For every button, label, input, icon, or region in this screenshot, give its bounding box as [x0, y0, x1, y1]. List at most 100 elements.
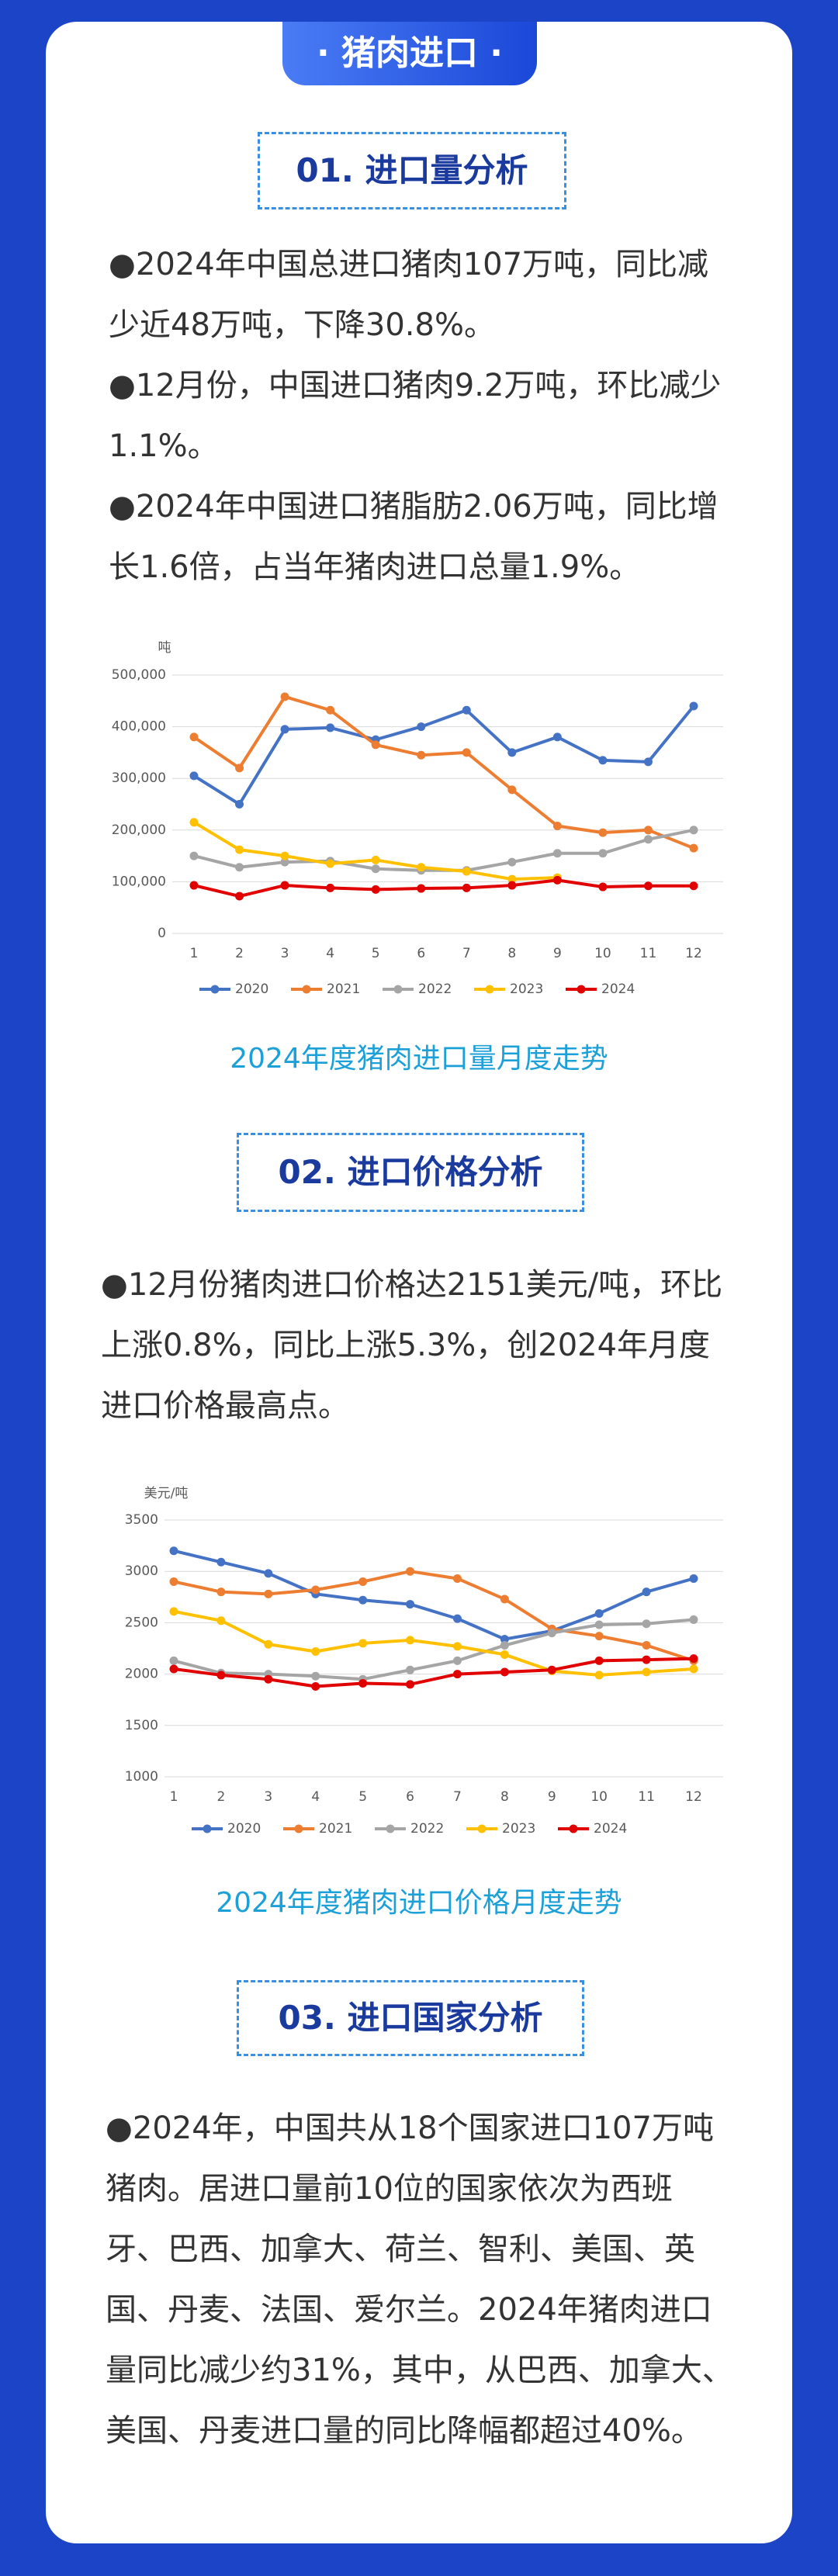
legend-marker [210, 985, 220, 994]
paragraphs: ●2024年中国总进口猪肉107万吨，同比减少近48万吨，下降30.8%。 ●1… [109, 234, 729, 597]
point [642, 1587, 651, 1597]
x-tick-label: 3 [264, 1789, 272, 1805]
x-tick-label: 9 [548, 1789, 556, 1805]
section-title: 01. 进口量分析 [258, 132, 566, 209]
point [594, 1608, 604, 1618]
point [235, 892, 244, 901]
point [642, 1655, 651, 1664]
point [326, 883, 335, 892]
point [642, 1667, 651, 1677]
y-tick-label: 2000 [125, 1667, 158, 1682]
point [642, 1619, 651, 1629]
legend-marker [294, 1824, 303, 1833]
legend-label: 2020 [227, 1821, 261, 1837]
x-tick-label: 8 [507, 946, 516, 961]
point [689, 881, 698, 891]
x-tick-label: 7 [453, 1789, 462, 1805]
legend-label: 2020 [235, 982, 268, 997]
paragraph: ●2024年，中国共从18个国家进口107万吨猪肉。居进口量前10位的国家依次为… [106, 2110, 733, 2449]
point [264, 1569, 273, 1578]
paragraph: ●2024年中国进口猪脂肪2.06万吨，同比增长1.6倍，占当年猪肉进口总量1.… [109, 489, 719, 585]
series-line [173, 1570, 694, 1663]
point [500, 1667, 509, 1677]
point [643, 826, 653, 835]
x-tick-label: 11 [638, 1789, 655, 1805]
point [689, 1664, 698, 1674]
point [280, 725, 289, 734]
point [598, 828, 608, 837]
point [216, 1616, 226, 1626]
point [406, 1636, 415, 1645]
point [452, 1574, 462, 1583]
chart-caption: 2024年度猪肉进口价格月度走势 [216, 1887, 622, 1919]
x-tick-label: 4 [311, 1789, 320, 1805]
point [689, 826, 698, 835]
point [311, 1671, 320, 1681]
legend-label: 2023 [510, 982, 543, 997]
point [552, 849, 562, 858]
legend-marker [302, 985, 311, 994]
x-tick-label: 10 [594, 946, 611, 961]
point [417, 722, 426, 732]
paragraph: ●12月份猪肉进口价格达2151美元/吨，环比上涨0.8%，同比上涨5.3%，创… [101, 1267, 723, 1424]
point [552, 875, 562, 885]
point [169, 1656, 178, 1665]
paragraph: ●12月份，中国进口猪肉9.2万吨，环比减少1.1%。 [109, 368, 722, 464]
series-line [173, 1618, 694, 1681]
series-line [193, 828, 694, 872]
point [264, 1589, 273, 1598]
point [417, 863, 426, 872]
point [417, 884, 426, 893]
point [507, 874, 517, 884]
legend-marker [577, 985, 586, 994]
legend-marker [485, 985, 494, 994]
point [500, 1594, 509, 1604]
series-line [192, 694, 694, 850]
point [689, 1615, 698, 1624]
x-tick-label: 6 [417, 946, 425, 961]
point [500, 1635, 509, 1644]
point [507, 748, 517, 757]
y-tick-label: 3500 [125, 1512, 158, 1528]
point [326, 705, 335, 715]
point [452, 1656, 462, 1665]
point [216, 1587, 226, 1597]
paragraphs: ●2024年，中国共从18个国家进口107万吨猪肉。居进口量前10位的国家依次为… [106, 2098, 734, 2461]
point [462, 883, 471, 892]
y-tick-label: 100,000 [112, 874, 166, 889]
x-tick-label: 2 [216, 1789, 225, 1805]
point [507, 881, 517, 890]
point [507, 857, 517, 867]
point [280, 851, 289, 860]
legend-label: 2022 [410, 1821, 444, 1837]
point [417, 750, 426, 760]
point [594, 1671, 604, 1680]
point [371, 855, 380, 864]
series-line [192, 705, 695, 806]
point [358, 1679, 368, 1688]
series-line [193, 878, 694, 898]
y-tick-label: 300,000 [112, 770, 166, 786]
point [594, 1656, 604, 1665]
point [264, 1639, 273, 1649]
x-tick-label: 12 [685, 946, 702, 961]
point [358, 1639, 368, 1648]
x-tick-label: 9 [553, 946, 562, 961]
card [46, 22, 792, 2543]
point [326, 723, 335, 732]
point [500, 1641, 509, 1650]
section-title: 03. 进口国家分析 [237, 1980, 584, 2056]
point [406, 1567, 415, 1576]
point [326, 859, 335, 868]
point [189, 771, 199, 781]
point [216, 1557, 226, 1567]
legend-label: 2021 [327, 982, 360, 997]
series-line [173, 1549, 694, 1641]
x-tick-label: 2 [235, 946, 244, 961]
point [169, 1546, 178, 1556]
y-axis-label: 美元/吨 [144, 1486, 189, 1501]
point [643, 881, 653, 891]
point [598, 882, 608, 892]
